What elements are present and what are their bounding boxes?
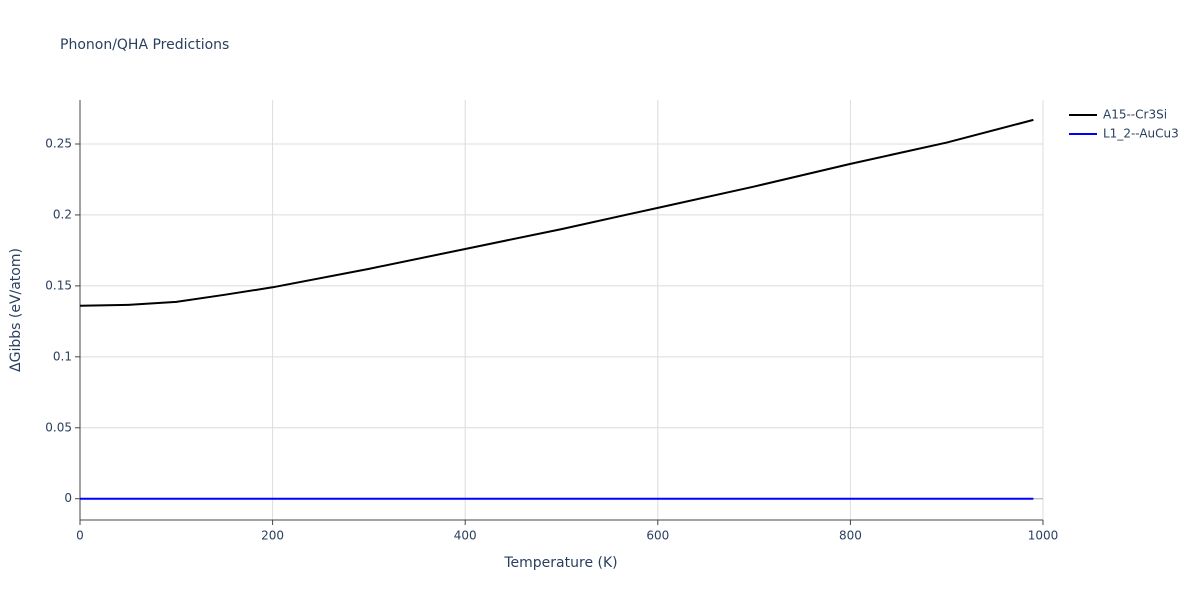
legend-label: L1_2--AuCu3 <box>1103 127 1179 141</box>
y-tick-label: 0.1 <box>53 349 72 363</box>
y-tick-label: 0.2 <box>53 207 72 221</box>
y-tick-label: 0.25 <box>45 136 72 150</box>
line <box>79 118 1034 307</box>
y-tick-label: 0.15 <box>45 278 72 292</box>
x-tick-label: 400 <box>454 529 477 543</box>
x-tick-label: 1000 <box>1028 529 1059 543</box>
x-tick-label: 800 <box>839 529 862 543</box>
y-tick-label: 0.05 <box>45 420 72 434</box>
x-tick-label: 0 <box>76 529 84 543</box>
x-axis-label: Temperature (K) <box>503 555 617 571</box>
y-tick-label: 0 <box>64 491 72 505</box>
y-axis-label: ΔGibbs (eV/atom) <box>8 248 24 372</box>
x-tick-label: 200 <box>261 529 284 543</box>
x-tick-label: 600 <box>646 529 669 543</box>
chart-title: Phonon/QHA Predictions <box>60 37 229 53</box>
legend-label: A15--Cr3Si <box>1103 108 1167 122</box>
